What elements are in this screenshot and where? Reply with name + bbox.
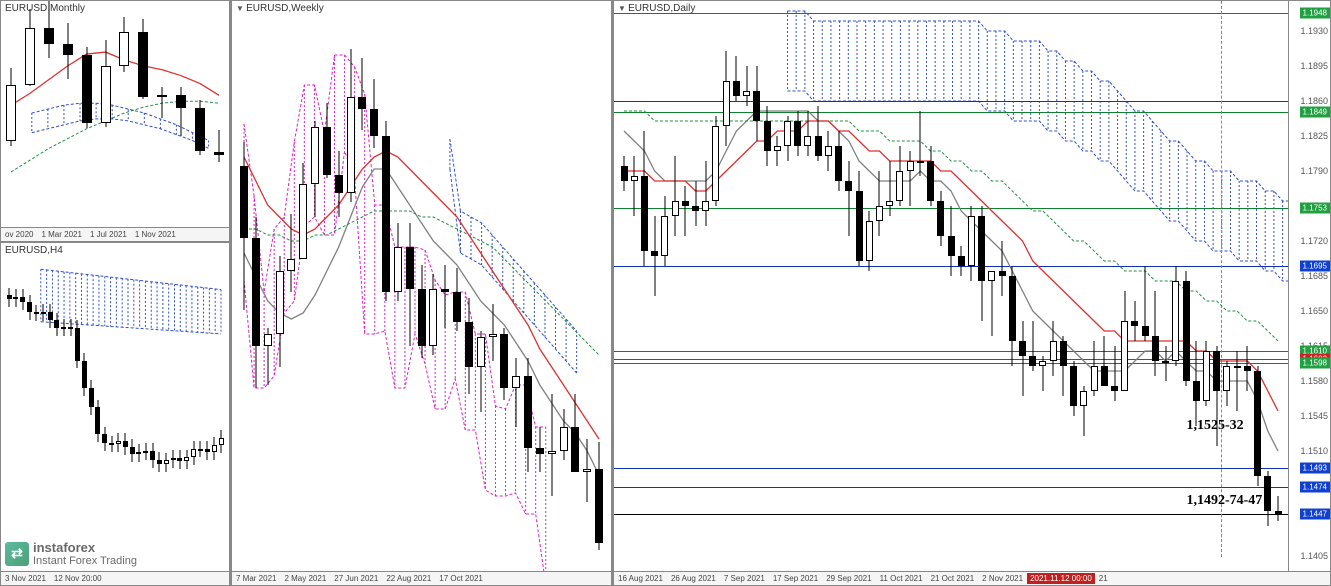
panel-title-daily: EURUSD,Daily	[618, 3, 695, 14]
panel-weekly[interactable]: EURUSD,Weekly 7 Mar 20212 May 202127 Jun…	[231, 0, 612, 586]
annotation: 1,1492-74-47	[1186, 493, 1262, 509]
logo-icon: ⇄	[5, 542, 29, 566]
panel-title-h4: EURUSD,H4	[5, 245, 63, 256]
panel-h4[interactable]: EURUSD,H4 3 Nov 202112 Nov 20:00 ⇄ insta…	[0, 242, 230, 586]
logo: ⇄ instaforex Instant Forex Trading	[5, 540, 137, 567]
x-axis-h4: 3 Nov 202112 Nov 20:00	[1, 571, 229, 585]
annotation: 1,1525-32	[1186, 418, 1243, 434]
chart-area-h4[interactable]	[1, 243, 229, 571]
x-axis-daily: 16 Aug 202126 Aug 20217 Sep 202117 Sep 2…	[614, 571, 1330, 585]
panel-daily[interactable]: EURUSD,Daily 1,1525-32 1,1492-74-47 1.140…	[613, 0, 1331, 586]
panel-title-weekly: EURUSD,Weekly	[236, 3, 324, 14]
logo-text: instaforex Instant Forex Trading	[33, 540, 137, 567]
x-axis-monthly: ov 20201 Mar 20211 Jul 20211 Nov 2021	[1, 227, 229, 241]
x-axis-weekly: 7 Mar 20212 May 202127 Jun 202122 Aug 20…	[232, 571, 611, 585]
panel-title-monthly: EURUSD,Monthly	[5, 3, 85, 14]
chart-area-monthly[interactable]	[1, 1, 229, 227]
panel-monthly[interactable]: EURUSD,Monthly ov 20201 Mar 20211 Jul 20…	[0, 0, 230, 242]
chart-area-daily[interactable]: 1,1525-32 1,1492-74-47	[614, 1, 1330, 571]
y-axis-daily: 1.14051.14471.14751.15101.15451.15801.16…	[1288, 1, 1330, 571]
chart-area-weekly[interactable]	[232, 1, 611, 571]
